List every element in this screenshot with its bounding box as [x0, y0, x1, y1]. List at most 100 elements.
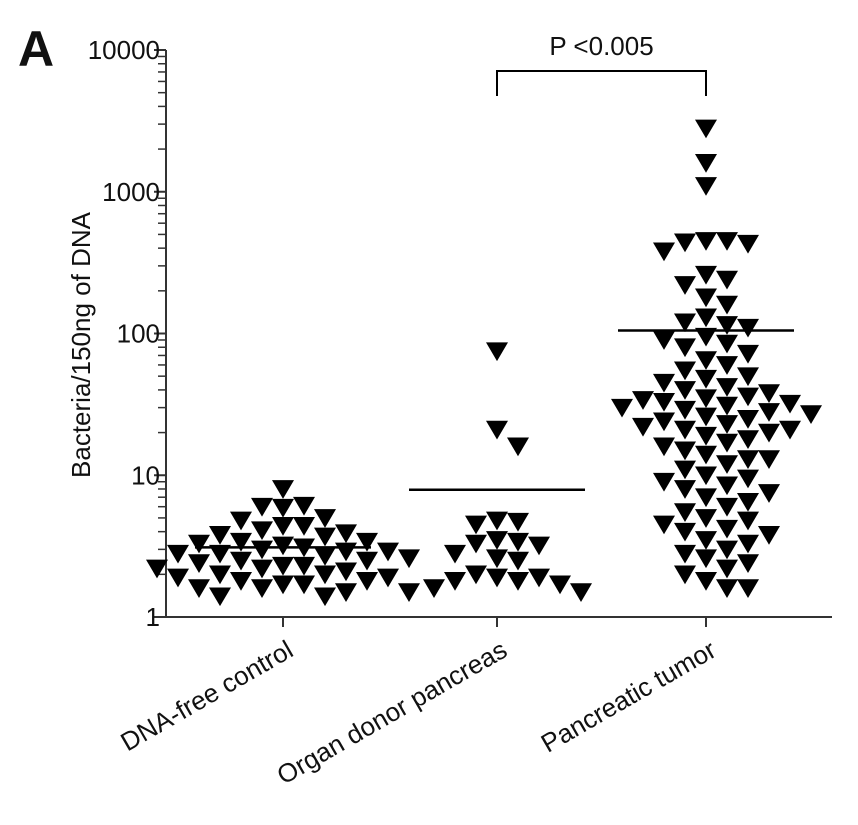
data-point: [486, 342, 508, 362]
data-point: [653, 437, 675, 457]
y-ticks: 1 10 100 1000 10000: [88, 35, 166, 632]
data-point: [695, 177, 717, 196]
data-point: [272, 575, 294, 595]
data-point: [674, 460, 696, 480]
data-point: [653, 392, 675, 412]
data-point: [695, 389, 717, 409]
data-point: [695, 327, 717, 347]
data-point: [716, 334, 738, 354]
data-point: [444, 544, 466, 564]
data-point: [716, 316, 738, 335]
data-point: [398, 549, 420, 569]
data-point: [251, 559, 273, 579]
data-point: [737, 387, 759, 407]
data-point: [528, 536, 550, 556]
data-point: [716, 559, 738, 579]
data-point: [674, 361, 696, 381]
data-point: [314, 547, 336, 566]
data-point: [695, 426, 717, 446]
y-tick-label: 10000: [88, 35, 160, 65]
data-point: [695, 466, 717, 486]
data-point: [695, 119, 717, 139]
data-point: [716, 476, 738, 496]
data-point: [209, 565, 231, 585]
data-point: [507, 512, 529, 532]
data-point: [695, 572, 717, 591]
data-point: [716, 433, 738, 453]
x-tick-label: DNA-free control: [115, 634, 298, 757]
mean-lines: [195, 329, 794, 549]
data-point: [716, 356, 738, 375]
data-point: [674, 503, 696, 522]
data-point: [653, 373, 675, 393]
data-point: [507, 437, 529, 457]
data-point: [695, 288, 717, 308]
data-point: [356, 572, 378, 591]
data-point: [653, 515, 675, 535]
data-point: [716, 415, 738, 434]
data-point: [674, 441, 696, 461]
data-point: [335, 562, 357, 582]
data-point: [251, 497, 273, 517]
data-point: [549, 575, 571, 595]
data-point: [335, 524, 357, 544]
y-tick-label: 10: [131, 460, 160, 490]
data-point: [674, 338, 696, 358]
data-point: [209, 526, 231, 545]
data-point: [377, 542, 399, 562]
data-point: [167, 544, 189, 564]
data-point: [507, 532, 529, 552]
data-point: [486, 549, 508, 569]
data-point: [758, 484, 780, 503]
data-point: [465, 515, 487, 535]
data-point: [758, 450, 780, 469]
data-point: [695, 265, 717, 285]
data-point: [695, 351, 717, 370]
data-point: [737, 534, 759, 554]
data-point: [314, 565, 336, 585]
data-point: [377, 568, 399, 588]
data-point: [695, 154, 717, 173]
data-point: [695, 509, 717, 528]
data-point: [674, 522, 696, 542]
data-point: [486, 511, 508, 531]
data-point: [716, 497, 738, 517]
data-point: [314, 509, 336, 528]
data-point: [674, 313, 696, 333]
data-point: [444, 572, 466, 591]
data-point: [251, 540, 273, 560]
data-point: [209, 587, 231, 607]
data-point: [528, 568, 550, 588]
x-tick-label: Pancreatic tumor: [536, 634, 721, 758]
data-point: [779, 394, 801, 414]
x-tick-label: Organ donor pancreas: [272, 634, 512, 790]
y-axis-label: Bacteria/150ng of DNA: [66, 211, 96, 478]
data-point: [507, 551, 529, 571]
data-point: [272, 516, 294, 536]
data-point: [167, 568, 189, 588]
p-value-annotation: P <0.005: [549, 31, 653, 61]
data-point: [674, 276, 696, 295]
data-point: [230, 511, 252, 531]
data-point: [398, 583, 420, 602]
data-point: [674, 420, 696, 440]
data-point: [356, 551, 378, 571]
data-point: [251, 579, 273, 598]
data-point: [674, 233, 696, 253]
y-tick-label: 1: [146, 602, 160, 632]
data-points: [146, 119, 822, 607]
data-point: [465, 534, 487, 554]
data-point: [674, 480, 696, 499]
data-point: [146, 559, 168, 579]
data-point: [272, 498, 294, 518]
data-point: [716, 232, 738, 251]
data-point: [737, 318, 759, 338]
data-point: [737, 367, 759, 387]
data-point: [737, 344, 759, 364]
data-point: [779, 420, 801, 440]
data-point: [737, 450, 759, 469]
data-point: [486, 531, 508, 550]
data-point: [737, 469, 759, 489]
data-point: [674, 565, 696, 585]
